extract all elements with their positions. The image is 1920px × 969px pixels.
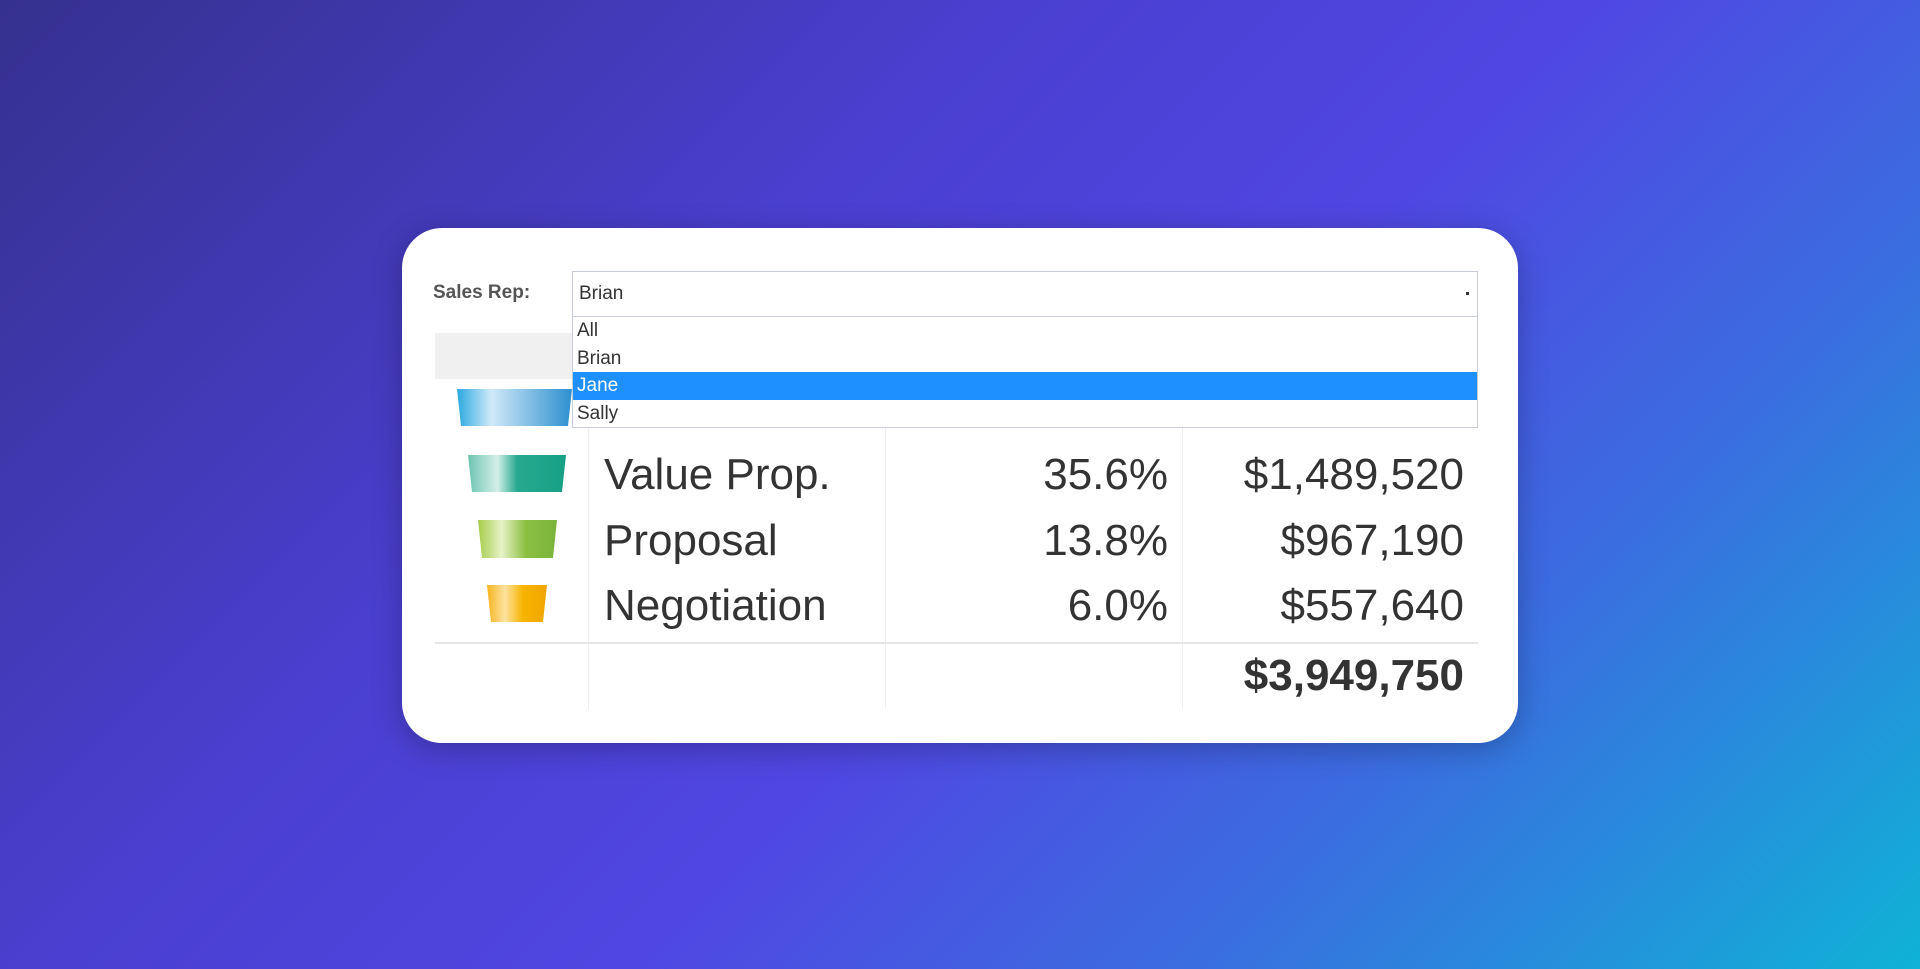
funnel-segment [487,585,547,622]
dropdown-option[interactable]: Jane [573,372,1477,400]
dropdown-option[interactable]: Sally [577,402,619,424]
pct-cell: 6.0% [1067,581,1168,630]
dropdown-option[interactable]: Brian [577,347,622,369]
total-amount: $3,949,750 [1243,651,1464,700]
amt-cell: $1,489,520 [1243,450,1464,499]
stage-cell: Value Prop. [604,450,831,499]
dropdown-option[interactable]: All [577,320,599,341]
pct-cell: 35.6% [1043,450,1168,499]
stage-cell: Proposal [604,516,778,565]
funnel-segment [478,520,557,558]
column-divider [1182,379,1183,709]
dropdown-list: All Brian Jane Sally [572,316,1478,428]
dropdown-value: Brian [579,283,624,304]
filter-label: Sales Rep: [433,282,531,303]
stage-cell: Negotiation [604,581,827,630]
amt-cell: $557,640 [1280,581,1464,630]
funnel-segment [457,389,572,426]
column-divider [588,379,589,709]
pct-cell: 13.8% [1043,516,1168,565]
total-separator [435,642,1478,644]
amt-cell: $967,190 [1280,516,1464,565]
funnel-segment [468,455,566,492]
column-divider [885,379,886,709]
dropdown-arrow [1466,292,1469,295]
